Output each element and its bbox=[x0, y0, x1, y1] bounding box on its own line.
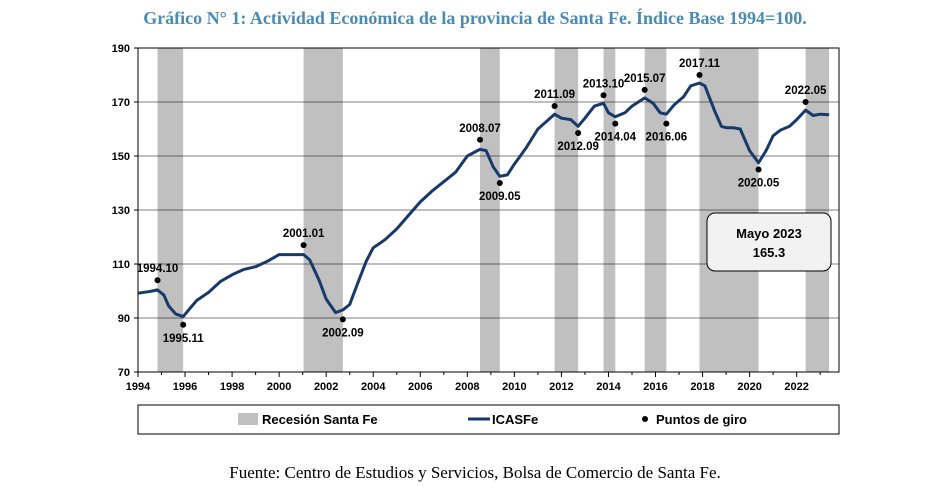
x-tick-label: 2012 bbox=[549, 381, 573, 393]
turning-point bbox=[641, 86, 648, 93]
turning-point-label: 1995.11 bbox=[163, 333, 205, 345]
annotation-frame bbox=[706, 212, 832, 272]
legend-recession-label: Recesión Santa Fe bbox=[262, 412, 378, 427]
turning-point-label: 2014.04 bbox=[595, 132, 637, 144]
turning-point-label: 2009.05 bbox=[479, 191, 521, 203]
turning-point bbox=[477, 136, 484, 143]
x-tick-label: 2016 bbox=[643, 381, 667, 393]
y-tick-label: 150 bbox=[112, 151, 130, 163]
axes: 70 90 110 130 150 170 190 1994 1996 1998 2000 2002 2… bbox=[112, 43, 821, 393]
turning-point bbox=[612, 120, 619, 127]
x-tick-label: 1998 bbox=[220, 381, 244, 393]
legend-series-label: ICASFe bbox=[492, 412, 538, 427]
x-tick-label: 2022 bbox=[784, 381, 808, 393]
legend: Recesión Santa Fe ICASFe Puntos de giro bbox=[137, 404, 840, 435]
x-tick-label: 2002 bbox=[314, 381, 338, 393]
x-tick-label: 1996 bbox=[173, 381, 197, 393]
turning-point bbox=[551, 103, 558, 110]
x-tick-label: 2020 bbox=[737, 381, 761, 393]
chart-title: Gráfico N° 1: Actividad Económica de la … bbox=[143, 8, 807, 28]
x-tick-label: 1994 bbox=[126, 381, 151, 393]
turning-point-label: 2013.10 bbox=[583, 78, 625, 90]
turning-point-label: 2017.11 bbox=[679, 58, 721, 70]
y-tick-label: 110 bbox=[112, 259, 130, 271]
turning-point bbox=[339, 316, 346, 323]
turning-point-label: 2022.05 bbox=[785, 85, 827, 97]
legend-points-label: Puntos de giro bbox=[656, 412, 747, 427]
x-tick-label: 2008 bbox=[455, 381, 479, 393]
x-tick-label: 2004 bbox=[361, 381, 386, 393]
annotation-box: Mayo 2023 165.3 bbox=[706, 212, 832, 272]
turning-point bbox=[802, 99, 809, 105]
series-line-icasfe bbox=[137, 81, 830, 319]
y-tick-label: 190 bbox=[112, 43, 130, 55]
turning-point-label: 2002.09 bbox=[322, 327, 364, 339]
turning-point bbox=[575, 130, 582, 137]
turning-point bbox=[600, 92, 607, 99]
turning-point-label: 2015.07 bbox=[624, 73, 666, 85]
y-tick-label: 90 bbox=[118, 313, 130, 325]
legend-recession-swatch bbox=[238, 413, 258, 425]
turning-point bbox=[663, 120, 670, 127]
turning-point bbox=[496, 180, 503, 186]
turning-point bbox=[300, 242, 307, 249]
x-tick-label: 2000 bbox=[267, 381, 291, 393]
annotation-line2: 165.3 bbox=[753, 245, 786, 260]
turning-points: 1994.10 1995.11 2001.01 2002.09 2008.07 2009.… bbox=[137, 58, 827, 345]
turning-point-label: 1994.10 bbox=[137, 263, 179, 275]
x-tick-label: 2010 bbox=[502, 381, 526, 393]
y-tick-label: 70 bbox=[118, 367, 130, 379]
legend-points-swatch bbox=[642, 416, 648, 422]
turning-point-label: 2001.01 bbox=[283, 228, 325, 240]
turning-point bbox=[154, 277, 161, 284]
source-note: Fuente: Centro de Estudios y Servicios, … bbox=[229, 463, 721, 482]
annotation-line1: Mayo 2023 bbox=[736, 226, 802, 241]
turning-point-label: 2016.06 bbox=[646, 132, 688, 144]
x-tick-label: 2006 bbox=[408, 381, 432, 393]
turning-point-label: 2011.09 bbox=[534, 89, 575, 101]
x-tick-label: 2014 bbox=[596, 381, 621, 393]
turning-point-label: 2012.09 bbox=[557, 141, 599, 153]
turning-point bbox=[696, 72, 703, 78]
turning-point bbox=[755, 166, 762, 173]
turning-point bbox=[180, 321, 187, 328]
turning-point-label: 2008.07 bbox=[459, 123, 501, 135]
y-tick-label: 130 bbox=[112, 205, 130, 217]
x-tick-label: 2018 bbox=[690, 381, 714, 393]
y-tick-label: 170 bbox=[112, 97, 130, 109]
turning-point-label: 2020.05 bbox=[738, 178, 780, 190]
